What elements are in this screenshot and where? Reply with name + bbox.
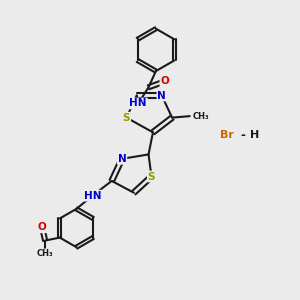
Text: S: S (148, 172, 155, 182)
Text: O: O (160, 76, 169, 86)
Text: Br: Br (220, 130, 233, 140)
Text: N: N (158, 91, 166, 100)
Text: S: S (123, 112, 130, 123)
Text: CH₃: CH₃ (37, 249, 53, 258)
Text: N: N (118, 154, 126, 164)
Text: -: - (240, 129, 245, 142)
Text: O: O (38, 222, 46, 232)
Text: H: H (250, 130, 259, 140)
Text: CH₃: CH₃ (193, 112, 209, 121)
Text: HN: HN (130, 98, 147, 109)
Text: HN: HN (84, 190, 101, 201)
